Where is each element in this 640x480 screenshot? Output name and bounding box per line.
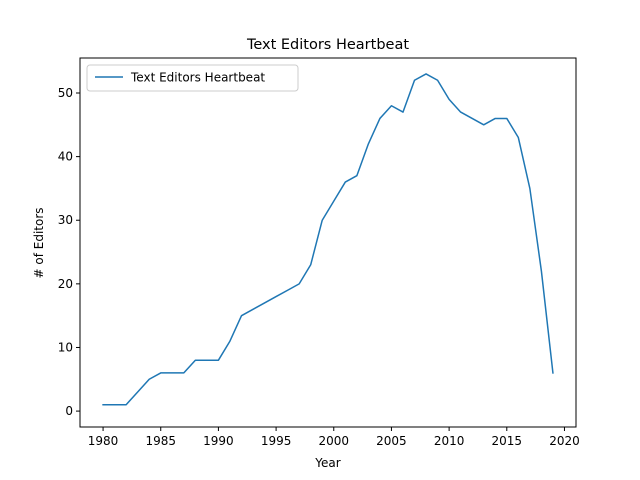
- x-axis-label: Year: [314, 456, 340, 470]
- series-line: [102, 73, 554, 406]
- x-tick-label: 2020: [549, 434, 580, 448]
- x-tick-label: 2015: [492, 434, 523, 448]
- y-tick-label: 50: [58, 86, 73, 100]
- y-tick-label: 10: [58, 340, 73, 354]
- axes-frame: [79, 57, 577, 428]
- y-tick-label: 30: [58, 213, 73, 227]
- legend: Text Editors Heartbeat: [86, 64, 299, 92]
- x-tick-label: 1985: [145, 434, 176, 448]
- x-tick-label: 1980: [88, 434, 119, 448]
- y-tick-label: 40: [58, 150, 73, 164]
- legend-box: [86, 64, 299, 92]
- x-tick-label: 2000: [318, 434, 349, 448]
- plot-area-border: [79, 57, 577, 428]
- chart-title: Text Editors Heartbeat: [246, 37, 409, 53]
- y-tick-label: 20: [58, 277, 73, 291]
- x-tick-label: 1990: [203, 434, 234, 448]
- y-tick-label: 0: [65, 404, 73, 418]
- y-axis-ticks: 0 10 20 30 40 50: [58, 86, 80, 418]
- x-tick-label: 2005: [376, 434, 407, 448]
- y-axis-label: # of Editors: [32, 207, 46, 278]
- x-axis-ticks: 1980 1985 1990 1995 2000 2005 2010 2015 2020: [88, 427, 580, 448]
- legend-entry-label: Text Editors Heartbeat: [130, 71, 265, 85]
- x-tick-label: 1995: [261, 434, 292, 448]
- x-tick-label: 2010: [434, 434, 465, 448]
- series-lines: [102, 73, 554, 406]
